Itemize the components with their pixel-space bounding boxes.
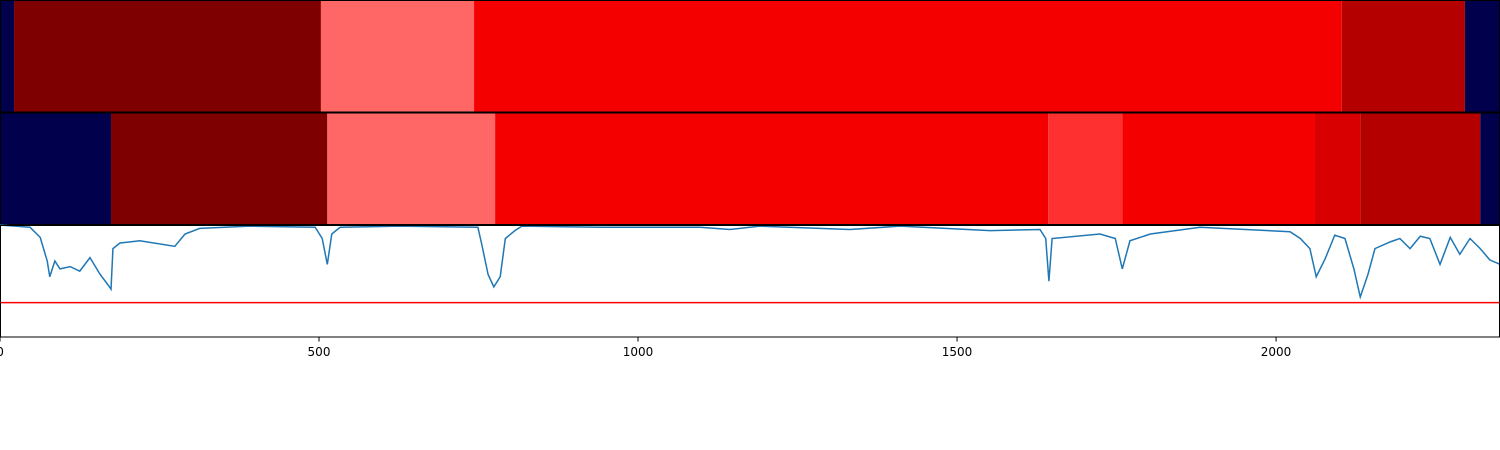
segment <box>0 0 15 113</box>
segment <box>1464 0 1500 113</box>
x-tick-label: 1000 <box>623 345 654 359</box>
segment <box>1360 112 1481 225</box>
segment <box>327 112 496 225</box>
segment <box>1314 112 1361 225</box>
segment <box>474 0 1342 113</box>
segment <box>1122 112 1315 225</box>
segment <box>1341 0 1465 113</box>
segment <box>0 112 112 225</box>
segment <box>1480 112 1500 225</box>
x-tick-label: 1500 <box>942 345 973 359</box>
segment <box>14 0 321 113</box>
data-line <box>0 224 1500 300</box>
segment <box>495 112 1049 225</box>
segment <box>111 112 328 225</box>
segment <box>320 0 475 113</box>
axes-frame <box>0 225 1500 338</box>
segment <box>1048 112 1123 225</box>
x-tick-label: 2000 <box>1261 345 1292 359</box>
x-tick-label: 0 <box>0 345 4 359</box>
x-tick-label: 500 <box>308 345 331 359</box>
